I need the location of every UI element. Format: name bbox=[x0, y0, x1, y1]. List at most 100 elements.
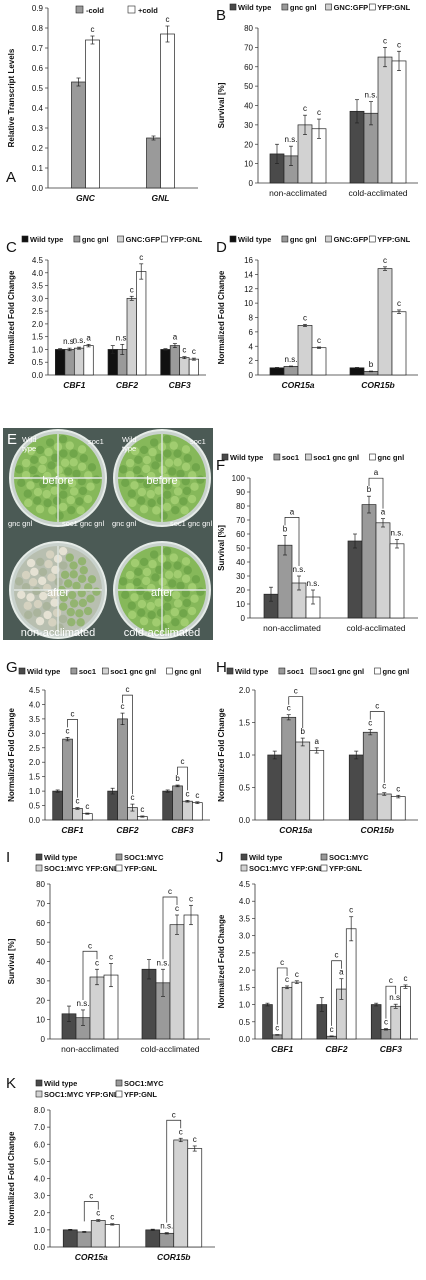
legend-swatch bbox=[374, 667, 381, 675]
legend-swatch bbox=[320, 853, 328, 861]
y-tick-label: 0.0 bbox=[29, 816, 41, 825]
legend-label: soc1 bbox=[79, 667, 96, 676]
y-tick-label: 70 bbox=[36, 899, 45, 908]
bracket-label: c bbox=[88, 941, 92, 950]
bar-a-0-0 bbox=[71, 81, 86, 189]
y-tick-label: 4.5 bbox=[239, 880, 251, 889]
seedling bbox=[130, 481, 139, 490]
panel-letter: F bbox=[216, 457, 225, 474]
y-tick-label: 70 bbox=[244, 43, 253, 52]
bar-f-1-0 bbox=[277, 544, 293, 619]
seedling bbox=[66, 607, 75, 617]
significance-label: c bbox=[130, 285, 134, 294]
seedling bbox=[137, 599, 147, 609]
seedling bbox=[143, 591, 152, 601]
seedling bbox=[173, 570, 182, 579]
seedling bbox=[162, 546, 172, 556]
seedling bbox=[125, 458, 135, 468]
seedling bbox=[139, 445, 149, 455]
bar-h-2-1 bbox=[376, 793, 392, 821]
seedling bbox=[86, 594, 95, 603]
significance-label: c bbox=[330, 1025, 334, 1034]
y-tick-label: 1.0 bbox=[34, 1226, 46, 1235]
seedling bbox=[65, 441, 74, 450]
condition-before: before bbox=[146, 475, 177, 487]
bar-h-3-1 bbox=[390, 796, 406, 821]
legend-swatch bbox=[161, 235, 168, 243]
bracket-label: c bbox=[71, 709, 75, 718]
seedling bbox=[125, 570, 135, 580]
seedling bbox=[171, 505, 180, 515]
significance-label: c bbox=[192, 347, 196, 356]
seedling bbox=[79, 566, 88, 575]
seedling bbox=[43, 498, 52, 508]
seedling bbox=[136, 474, 145, 484]
significance-label: c bbox=[85, 802, 89, 811]
legend: Wild type gnc gnl GNC:GFP YFP:GNL bbox=[229, 3, 411, 12]
bar-c-3-0 bbox=[83, 345, 94, 376]
comparison-bracket bbox=[331, 960, 342, 1026]
y-axis-label: Survival [%] bbox=[217, 82, 226, 128]
y-tick-label: 0 bbox=[41, 1035, 46, 1044]
bar-g-3-0 bbox=[82, 813, 93, 821]
seedling bbox=[72, 469, 81, 479]
cold-acclimated-label: cold-acclimated bbox=[124, 627, 200, 639]
y-tick-label: 4 bbox=[249, 342, 254, 351]
seedling bbox=[52, 496, 62, 505]
legend-label: Wild type bbox=[238, 3, 271, 12]
seedling bbox=[154, 486, 163, 495]
legend: Wild type SOC1:MYC SOC1:MYC YFP:GNL YFP:GNL bbox=[35, 1079, 164, 1099]
y-tick-label: 0.1 bbox=[32, 164, 44, 173]
bar-j-2-0 bbox=[281, 986, 293, 1040]
y-tick-label: 50 bbox=[244, 82, 253, 91]
seedling bbox=[26, 593, 35, 602]
y-tick-label: 30 bbox=[236, 572, 245, 581]
legend-label: YFP:GNL bbox=[124, 1090, 157, 1099]
genotype-label: soc1 bbox=[88, 437, 104, 446]
seedling bbox=[158, 465, 167, 475]
legend-label: YFP:GNL bbox=[377, 235, 410, 244]
y-tick-label: 70 bbox=[236, 516, 245, 525]
seedling bbox=[69, 561, 78, 570]
seedling bbox=[130, 558, 140, 568]
significance-label: n.s. bbox=[73, 336, 86, 345]
seedling bbox=[128, 610, 137, 620]
significance-label: n.s. bbox=[116, 333, 129, 342]
y-tick-label: 60 bbox=[244, 63, 253, 72]
seedling bbox=[163, 602, 172, 611]
seedling bbox=[179, 609, 188, 618]
bar-i-2-1 bbox=[169, 924, 185, 1040]
significance-label: c bbox=[185, 789, 189, 798]
seedling bbox=[183, 566, 192, 575]
seedling bbox=[147, 498, 156, 508]
seedling bbox=[162, 614, 172, 624]
legend-label: gnc gnl bbox=[290, 3, 317, 12]
y-tick-label: 0.0 bbox=[32, 184, 44, 193]
seedling bbox=[60, 458, 70, 468]
seedling bbox=[58, 546, 68, 556]
petri-dish-3 bbox=[9, 541, 107, 639]
y-axis-label: Normalized Fold Change bbox=[7, 708, 16, 802]
bar-h-1-0 bbox=[281, 716, 297, 821]
legend-swatch bbox=[115, 1079, 123, 1087]
bar-c-0-2 bbox=[160, 349, 171, 376]
significance-label: c bbox=[109, 952, 113, 961]
seedling bbox=[59, 490, 68, 499]
seedling bbox=[196, 475, 205, 484]
seedling bbox=[59, 449, 68, 458]
bar-g-0-2 bbox=[162, 790, 173, 821]
seedling bbox=[67, 478, 77, 488]
seedling bbox=[35, 445, 45, 455]
x-category-label: GNC bbox=[76, 193, 96, 203]
seedling bbox=[191, 575, 201, 584]
y-tick-label: 16 bbox=[244, 256, 253, 265]
seedling bbox=[65, 553, 74, 562]
seedling bbox=[21, 570, 31, 580]
seedling bbox=[44, 559, 53, 569]
x-category-label: CBF2 bbox=[116, 825, 138, 835]
legend-swatch bbox=[273, 453, 281, 461]
y-tick-label: 0.0 bbox=[239, 1035, 251, 1044]
seedling bbox=[134, 455, 143, 465]
panel-a: A 0.0 0.1 0.2 0.3 0.4 0.5 0.6 0.7 0.8 0.9 Relative … bbox=[6, 4, 198, 203]
